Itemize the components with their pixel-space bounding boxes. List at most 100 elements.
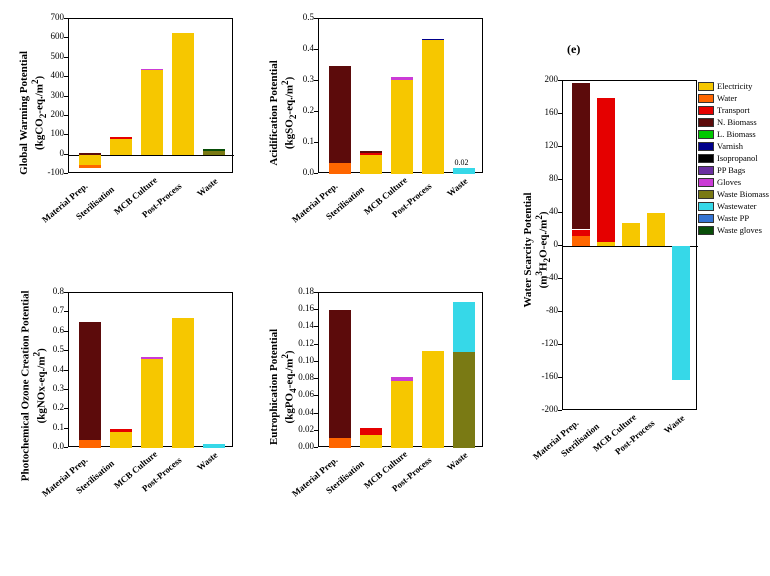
ytick-label: 0.2 [34, 402, 64, 412]
xcat-label: Waste [445, 176, 469, 199]
bar-segment [422, 39, 444, 40]
legend-item: PP Bags [698, 164, 769, 176]
xcat-label: Waste [195, 450, 219, 473]
legend-label: Wastewater [717, 200, 756, 212]
bar-segment [172, 33, 194, 155]
legend-swatch [698, 214, 714, 223]
bar-segment [141, 69, 163, 70]
bar-segment [597, 242, 615, 246]
bar-segment [329, 163, 351, 174]
legend-label: Waste Biomass [717, 188, 769, 200]
legend-label: Transport [717, 104, 750, 116]
ytick-label: 500 [34, 51, 64, 61]
ytick-label: 0.7 [34, 305, 64, 315]
bar-segment [672, 246, 690, 380]
panel-d: (d) Eutrophication Potential(kgPO4-eq./m… [258, 282, 498, 532]
ytick-label: 600 [34, 31, 64, 41]
ytick-label: 0.1 [284, 136, 314, 146]
bar-segment [647, 213, 665, 246]
ytick-label: -160 [528, 371, 558, 381]
legend-swatch [698, 166, 714, 175]
bar-segment [203, 149, 225, 151]
ytick-label: -40 [528, 272, 558, 282]
bar-segment [391, 377, 413, 380]
bar-segment [141, 357, 163, 359]
ytick-label: 0 [34, 148, 64, 158]
bar-segment [391, 381, 413, 448]
ytick-label: 0.6 [34, 325, 64, 335]
ytick-label: 0.4 [284, 43, 314, 53]
bar-segment [172, 318, 194, 448]
ytick-label: 0.0 [34, 441, 64, 451]
ytick-label: 0.00 [284, 441, 314, 451]
ytick-label: 0.10 [284, 355, 314, 365]
legend-label: N. Biomass [717, 116, 757, 128]
legend-item: Isopropanol [698, 152, 769, 164]
bar-segment [453, 168, 475, 174]
ytick-label: 0.5 [284, 12, 314, 22]
bar-segment [572, 236, 590, 246]
bar-segment [329, 438, 351, 448]
ytick-label: -120 [528, 338, 558, 348]
ytick-label: 200 [34, 109, 64, 119]
bar-segment [329, 310, 351, 437]
bar-segment [391, 80, 413, 174]
bar-segment [110, 429, 132, 431]
ytick-label: 0.18 [284, 286, 314, 296]
ytick-label: 0.5 [34, 344, 64, 354]
legend-swatch [698, 154, 714, 163]
bar-segment [453, 302, 475, 353]
ytick-label: 0.8 [34, 286, 64, 296]
xcat-label: Waste [445, 450, 469, 473]
bar-segment [79, 440, 101, 448]
legend-label: Gloves [717, 176, 741, 188]
ytick-label: -200 [528, 404, 558, 414]
legend-label: Electricity [717, 80, 752, 92]
legend-label: Isopropanol [717, 152, 758, 164]
bar-segment [79, 165, 101, 168]
bar-segment [453, 352, 475, 448]
chart-c [68, 292, 233, 447]
bar-segment [360, 435, 382, 448]
bar-segment [597, 98, 615, 242]
chart-b: 0.02 [318, 18, 483, 173]
ytick-label: 80 [528, 173, 558, 183]
bar-segment [360, 428, 382, 435]
ytick-label: 0.1 [34, 422, 64, 432]
legend-swatch [698, 130, 714, 139]
legend-swatch [698, 118, 714, 127]
chart-d [318, 292, 483, 447]
bar-segment [360, 155, 382, 174]
ytick-label: 0.16 [284, 303, 314, 313]
ytick-label: -100 [34, 167, 64, 177]
ytick-label: 0.14 [284, 320, 314, 330]
ytick-label: 40 [528, 206, 558, 216]
xcat-label: Waste [195, 176, 219, 199]
ytick-label: 0.12 [284, 338, 314, 348]
bar-segment [572, 230, 590, 237]
legend-item: Waste gloves [698, 224, 769, 236]
legend-item: Water [698, 92, 769, 104]
bar-segment [422, 351, 444, 448]
chart-a [68, 18, 233, 173]
bar-segment [110, 432, 132, 448]
legend-item: N. Biomass [698, 116, 769, 128]
ytick-label: 0.4 [34, 364, 64, 374]
legend-swatch [698, 226, 714, 235]
legend-swatch [698, 82, 714, 91]
ytick-label: 0.06 [284, 389, 314, 399]
bar-segment [622, 223, 640, 246]
legend-swatch [698, 142, 714, 151]
panel-a: (a) Global Warming Potential(kgCO2-eq./m… [8, 8, 248, 258]
legend: ElectricityWaterTransportN. BiomassL. Bi… [698, 80, 769, 236]
ytick-label: 200 [528, 74, 558, 84]
bar-segment [141, 70, 163, 155]
ytick-label: 0 [528, 239, 558, 249]
ytick-label: 0.08 [284, 372, 314, 382]
bar-segment [79, 155, 101, 166]
legend-item: Wastewater [698, 200, 769, 212]
bar-segment [391, 77, 413, 80]
bar-segment [141, 359, 163, 448]
bar-segment [110, 137, 132, 139]
bar-segment [329, 66, 351, 164]
